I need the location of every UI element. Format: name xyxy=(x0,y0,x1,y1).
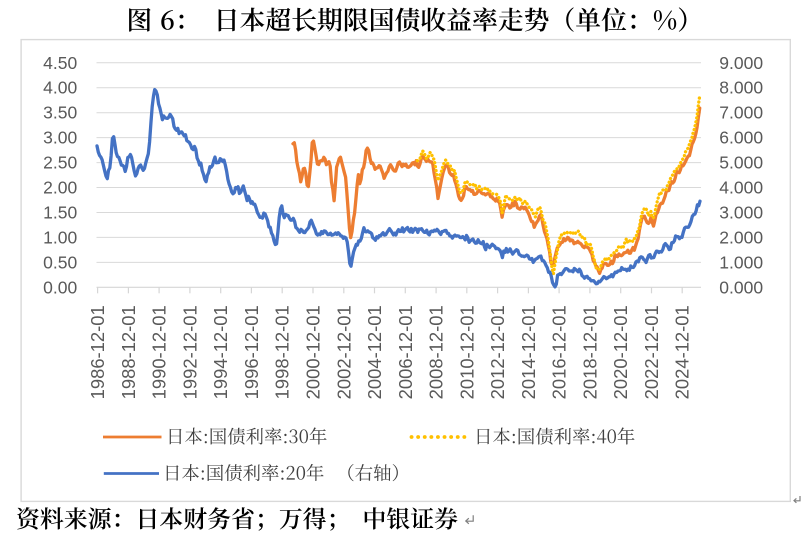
svg-text:2014-12-01: 2014-12-01 xyxy=(518,305,539,399)
svg-text:0.000: 0.000 xyxy=(719,277,763,297)
svg-text:1.00: 1.00 xyxy=(43,227,77,247)
svg-text:0.50: 0.50 xyxy=(43,252,77,272)
svg-text:2008-12-01: 2008-12-01 xyxy=(426,305,447,399)
svg-text:1996-12-01: 1996-12-01 xyxy=(241,305,262,399)
svg-text:6.000: 6.000 xyxy=(719,128,763,148)
svg-text:2020-12-01: 2020-12-01 xyxy=(610,305,631,399)
svg-text:2004-12-01: 2004-12-01 xyxy=(364,305,385,399)
svg-text:8.000: 8.000 xyxy=(719,78,763,98)
svg-text:1990-12-01: 1990-12-01 xyxy=(149,305,170,399)
svg-text:4.000: 4.000 xyxy=(719,178,763,198)
svg-text:4.00: 4.00 xyxy=(43,78,77,98)
svg-text:2.000: 2.000 xyxy=(719,227,763,247)
svg-text:3.000: 3.000 xyxy=(719,203,763,223)
svg-text:2012-12-01: 2012-12-01 xyxy=(487,305,508,399)
svg-text:2006-12-01: 2006-12-01 xyxy=(395,305,416,399)
svg-text:3.50: 3.50 xyxy=(43,103,77,123)
svg-text:2.50: 2.50 xyxy=(43,153,77,173)
svg-text:2002-12-01: 2002-12-01 xyxy=(333,305,354,399)
svg-text:1.000: 1.000 xyxy=(719,252,763,272)
svg-text:1994-12-01: 1994-12-01 xyxy=(210,305,231,399)
svg-text:1.50: 1.50 xyxy=(43,203,77,223)
svg-text:9.000: 9.000 xyxy=(719,53,763,73)
svg-text:2016-12-01: 2016-12-01 xyxy=(549,305,570,399)
svg-text:1986-12-01: 1986-12-01 xyxy=(87,305,108,399)
svg-text:2018-12-01: 2018-12-01 xyxy=(579,305,600,399)
svg-text:1992-12-01: 1992-12-01 xyxy=(179,305,200,399)
svg-text:2022-12-01: 2022-12-01 xyxy=(641,305,662,399)
svg-text:1988-12-01: 1988-12-01 xyxy=(118,305,139,399)
svg-text:1998-12-01: 1998-12-01 xyxy=(272,305,293,399)
svg-text:5.000: 5.000 xyxy=(719,153,763,173)
svg-text:4.50: 4.50 xyxy=(43,53,77,73)
svg-text:0.00: 0.00 xyxy=(43,277,77,297)
svg-text:2024-12-01: 2024-12-01 xyxy=(672,305,693,399)
svg-text:3.00: 3.00 xyxy=(43,128,77,148)
svg-text:2000-12-01: 2000-12-01 xyxy=(303,305,324,399)
svg-text:2.00: 2.00 xyxy=(43,178,77,198)
svg-text:2010-12-01: 2010-12-01 xyxy=(456,305,477,399)
svg-text:7.000: 7.000 xyxy=(719,103,763,123)
